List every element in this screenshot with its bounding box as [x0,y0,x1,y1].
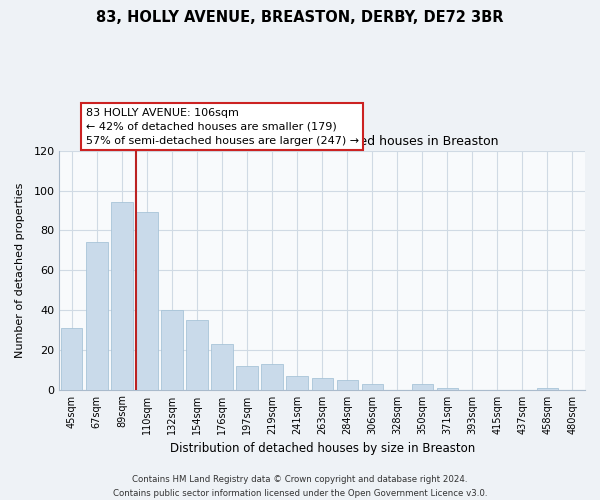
Bar [61,328,82,390]
Y-axis label: Number of detached properties: Number of detached properties [15,182,25,358]
Text: Contains HM Land Registry data © Crown copyright and database right 2024.
Contai: Contains HM Land Registry data © Crown c… [113,476,487,498]
Bar [362,384,383,390]
Bar [211,344,233,390]
Bar [111,202,133,390]
Text: 83 HOLLY AVENUE: 106sqm
← 42% of detached houses are smaller (179)
57% of semi-d: 83 HOLLY AVENUE: 106sqm ← 42% of detache… [86,108,359,146]
Bar [311,378,333,390]
Bar [412,384,433,390]
Bar [86,242,107,390]
Bar [537,388,558,390]
Bar [286,376,308,390]
Bar [236,366,258,390]
Bar [187,320,208,390]
Bar [437,388,458,390]
Bar [337,380,358,390]
Text: 83, HOLLY AVENUE, BREASTON, DERBY, DE72 3BR: 83, HOLLY AVENUE, BREASTON, DERBY, DE72 … [96,10,504,25]
Title: Size of property relative to detached houses in Breaston: Size of property relative to detached ho… [145,135,499,148]
Bar [262,364,283,390]
Bar [161,310,182,390]
Bar [136,212,158,390]
X-axis label: Distribution of detached houses by size in Breaston: Distribution of detached houses by size … [170,442,475,455]
